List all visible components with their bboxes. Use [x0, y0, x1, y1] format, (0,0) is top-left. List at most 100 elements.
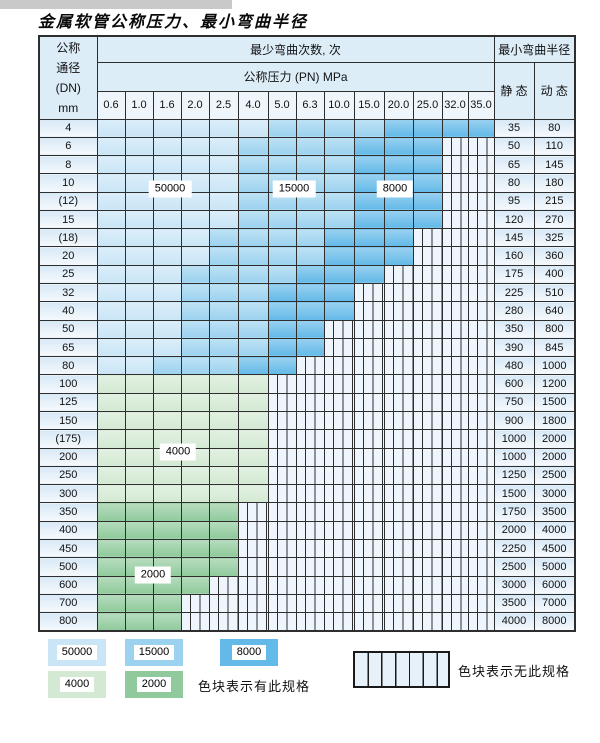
spec-cell — [96, 319, 126, 339]
spec-cell — [124, 593, 154, 614]
no-spec-cell — [267, 575, 297, 595]
spec-cell — [124, 356, 154, 376]
no-spec-cell — [237, 612, 269, 632]
dn-cell: 150 — [38, 410, 98, 431]
no-spec-cell — [467, 502, 495, 522]
dn-cell: 200 — [38, 447, 98, 467]
table-row: (12) 95 215 — [38, 191, 576, 211]
no-spec-cell — [323, 356, 355, 376]
no-spec-cell — [412, 557, 443, 577]
table-row: 6 50 110 — [38, 136, 576, 157]
no-spec-cell — [441, 465, 469, 486]
spec-cell — [180, 374, 210, 394]
static-radius-cell: 225 — [493, 283, 535, 303]
no-spec-cell — [323, 557, 355, 577]
no-spec-cell — [267, 465, 297, 486]
table-row: 400 2000 4000 — [38, 520, 576, 540]
table-row: 450 2250 4500 — [38, 538, 576, 559]
spec-cell — [96, 155, 126, 175]
spec-cell — [96, 228, 126, 248]
spec-cell — [267, 319, 297, 339]
dn-cell: 65 — [38, 337, 98, 358]
spec-cell — [180, 557, 210, 577]
spec-cell — [323, 155, 355, 175]
no-spec-cell — [441, 392, 469, 413]
static-radius-cell: 350 — [493, 319, 535, 339]
no-spec-cell — [467, 612, 495, 632]
dynamic-radius-cell: 4500 — [533, 538, 576, 559]
no-spec-cell — [383, 612, 414, 632]
spec-cell — [96, 337, 126, 358]
no-spec-cell — [412, 465, 443, 486]
legend-swatch-label: 50000 — [56, 645, 98, 660]
dynamic-radius-cell: 270 — [533, 209, 576, 230]
spec-cell — [96, 429, 126, 449]
no-spec-cell — [412, 337, 443, 358]
spec-cell — [180, 410, 210, 431]
no-spec-cell — [295, 520, 325, 540]
table-row: 125 750 1500 — [38, 392, 576, 413]
no-spec-cell — [323, 484, 355, 504]
pressure-col-header: 25.0 — [412, 90, 443, 120]
static-radius-cell: 750 — [493, 392, 535, 413]
spec-cell — [353, 246, 385, 266]
no-spec-cell — [383, 538, 414, 559]
table-row: 25 175 400 — [38, 264, 576, 285]
no-spec-cell — [383, 374, 414, 394]
spec-cell — [96, 447, 126, 467]
table-row: (18) 145 325 — [38, 228, 576, 248]
spec-cell — [96, 538, 126, 559]
no-spec-cell — [441, 319, 469, 339]
spec-cell — [152, 246, 182, 266]
no-spec-cell — [383, 465, 414, 486]
no-spec-cell — [295, 374, 325, 394]
spec-cell — [208, 118, 239, 138]
static-radius-cell: 80 — [493, 173, 535, 193]
dynamic-radius-cell: 3000 — [533, 484, 576, 504]
no-spec-cell — [467, 520, 495, 540]
no-spec-cell — [353, 520, 385, 540]
dn-header-line: 通径 — [56, 60, 81, 75]
no-spec-cell — [323, 520, 355, 540]
static-radius-cell: 1500 — [493, 484, 535, 504]
spec-cell — [152, 319, 182, 339]
no-spec-cell — [383, 301, 414, 321]
static-radius-cell: 120 — [493, 209, 535, 230]
pressure-col-header: 2.5 — [208, 90, 239, 120]
no-spec-cell — [267, 484, 297, 504]
dynamic-radius-cell: 7000 — [533, 593, 576, 614]
spec-cell — [96, 593, 126, 614]
no-spec-cell — [441, 228, 469, 248]
static-radius-cell: 3500 — [493, 593, 535, 614]
spec-cell — [295, 283, 325, 303]
spec-cell — [267, 337, 297, 358]
no-spec-cell — [467, 337, 495, 358]
no-spec-cell — [467, 136, 495, 157]
table-row: 4 35 80 — [38, 118, 576, 138]
spec-cell — [412, 118, 443, 138]
no-spec-cell — [237, 557, 269, 577]
static-radius-cell: 160 — [493, 246, 535, 266]
dynamic-radius-cell: 215 — [533, 191, 576, 211]
spec-cell — [208, 319, 239, 339]
spec-cell — [295, 246, 325, 266]
table-row: 350 1750 3500 — [38, 502, 576, 522]
dynamic-radius-cell: 145 — [533, 155, 576, 175]
no-spec-cell — [467, 301, 495, 321]
spec-cell — [124, 374, 154, 394]
spec-cell — [124, 283, 154, 303]
legend-swatch-label: 8000 — [231, 645, 267, 660]
spec-cell — [96, 575, 126, 595]
no-spec-cell — [180, 593, 210, 614]
no-spec-cell — [467, 264, 495, 285]
spec-cell — [267, 356, 297, 376]
spec-cell — [267, 301, 297, 321]
pressure-col-header: 0.6 — [96, 90, 126, 120]
no-spec-cell — [323, 410, 355, 431]
cycle-count-label: 15000 — [272, 180, 316, 198]
spec-cell — [208, 374, 239, 394]
no-spec-cell — [467, 319, 495, 339]
spec-cell — [237, 173, 269, 193]
no-spec-cell — [441, 429, 469, 449]
no-spec-cell — [383, 557, 414, 577]
